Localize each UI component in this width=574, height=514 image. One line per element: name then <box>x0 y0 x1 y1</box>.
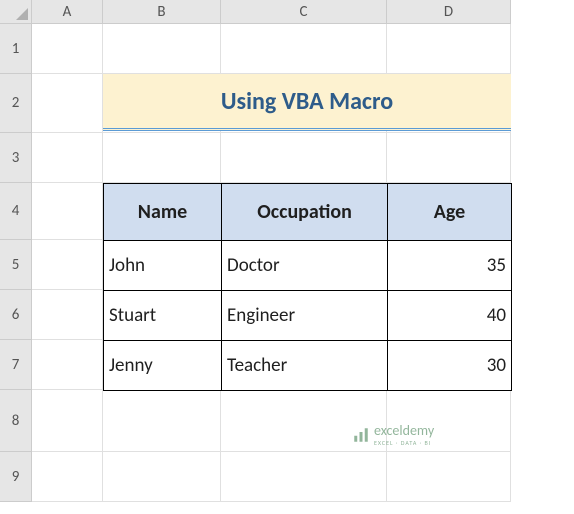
row-header-4[interactable]: 4 <box>0 183 32 240</box>
spreadsheet-grid: ABCD 123456789 Using VBA Macro Name Occu… <box>0 0 574 514</box>
sheet-title-text: Using VBA Macro <box>221 87 393 116</box>
cell-occupation[interactable]: Engineer <box>222 291 388 341</box>
cell[interactable] <box>32 74 103 133</box>
cell[interactable] <box>103 24 221 74</box>
grid-row <box>32 390 511 452</box>
select-all-corner[interactable] <box>0 0 32 24</box>
cell[interactable] <box>32 183 103 240</box>
cell-name[interactable]: John <box>104 241 222 291</box>
cell[interactable] <box>221 452 387 502</box>
row-header-1[interactable]: 1 <box>0 24 32 74</box>
cell[interactable] <box>221 133 387 183</box>
row-headers: 123456789 <box>0 24 32 502</box>
watermark: exceldemy EXCEL · DATA · BI <box>352 422 434 447</box>
cell-name[interactable]: Jenny <box>104 341 222 391</box>
row-header-2[interactable]: 2 <box>0 74 32 133</box>
cell[interactable] <box>103 452 221 502</box>
col-header-a[interactable]: A <box>32 0 103 24</box>
watermark-icon <box>352 426 370 444</box>
cell[interactable] <box>32 290 103 340</box>
cell-occupation[interactable]: Doctor <box>222 241 388 291</box>
watermark-text-wrap: exceldemy EXCEL · DATA · BI <box>374 422 434 447</box>
cell[interactable] <box>103 390 221 452</box>
row-header-5[interactable]: 5 <box>0 240 32 290</box>
col-header-d[interactable]: D <box>387 0 511 24</box>
cell[interactable] <box>387 133 511 183</box>
cell[interactable] <box>221 24 387 74</box>
col-header-c[interactable]: C <box>221 0 387 24</box>
cell[interactable] <box>32 240 103 290</box>
row-header-7[interactable]: 7 <box>0 340 32 390</box>
table-row: StuartEngineer40 <box>104 291 512 341</box>
row-header-9[interactable]: 9 <box>0 452 32 502</box>
cell[interactable] <box>387 24 511 74</box>
header-age[interactable]: Age <box>388 184 512 241</box>
cell[interactable] <box>103 133 221 183</box>
cell-age[interactable]: 40 <box>388 291 512 341</box>
grid-row <box>32 452 511 502</box>
row-header-8[interactable]: 8 <box>0 390 32 452</box>
watermark-subtitle: EXCEL · DATA · BI <box>374 439 434 447</box>
grid-row <box>32 24 511 74</box>
row-header-3[interactable]: 3 <box>0 133 32 183</box>
data-table: Name Occupation Age JohnDoctor35StuartEn… <box>103 183 512 391</box>
table-row: JennyTeacher30 <box>104 341 512 391</box>
table-row: JohnDoctor35 <box>104 241 512 291</box>
header-name[interactable]: Name <box>104 184 222 241</box>
cell[interactable] <box>32 452 103 502</box>
cell[interactable] <box>32 24 103 74</box>
header-occupation[interactable]: Occupation <box>222 184 388 241</box>
row-header-6[interactable]: 6 <box>0 290 32 340</box>
sheet-title[interactable]: Using VBA Macro <box>103 74 511 131</box>
cell-occupation[interactable]: Teacher <box>222 341 388 391</box>
column-headers: ABCD <box>32 0 511 24</box>
col-header-b[interactable]: B <box>103 0 221 24</box>
grid-row <box>32 133 511 183</box>
cell[interactable] <box>32 340 103 390</box>
table-header-row: Name Occupation Age <box>104 184 512 241</box>
cell[interactable] <box>32 390 103 452</box>
cell[interactable] <box>387 452 511 502</box>
cell-name[interactable]: Stuart <box>104 291 222 341</box>
cell[interactable] <box>32 133 103 183</box>
cell-age[interactable]: 35 <box>388 241 512 291</box>
cell-age[interactable]: 30 <box>388 341 512 391</box>
watermark-text: exceldemy <box>374 422 434 439</box>
